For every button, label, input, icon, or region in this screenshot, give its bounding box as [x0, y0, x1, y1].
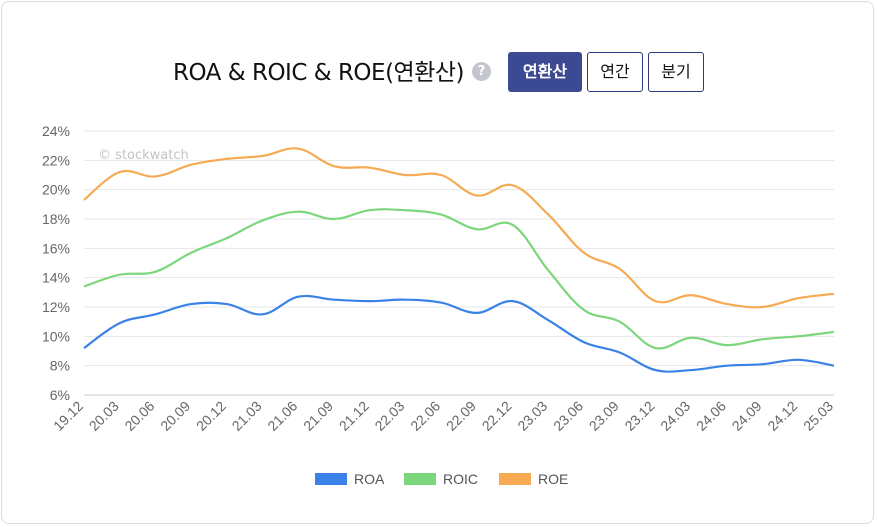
y-tick-label: 16%	[42, 240, 70, 256]
chart-header: ROA & ROIC & ROE(연환산) ? 연환산 연간 분기	[0, 52, 877, 94]
x-tick-label: 23.09	[586, 398, 622, 434]
period-button-annual[interactable]: 연간	[587, 52, 643, 92]
x-tick-label: 21.06	[264, 398, 300, 434]
period-button-annualized[interactable]: 연환산	[508, 52, 582, 92]
x-tick-label: 25.03	[800, 398, 836, 434]
legend-swatch-roa	[315, 473, 347, 485]
x-tick-label: 20.09	[157, 398, 193, 434]
x-tick-label: 23.03	[514, 398, 550, 434]
x-tick-label: 20.06	[121, 398, 157, 434]
series-line-roe	[83, 147, 835, 309]
legend-label-roa: ROA	[354, 471, 385, 487]
x-tick-label: 24.09	[729, 398, 765, 434]
watermark: © stockwatch	[98, 148, 189, 163]
series-line-roa	[83, 294, 835, 373]
x-tick-label: 20.12	[193, 398, 229, 434]
y-tick-label: 22%	[42, 152, 70, 168]
x-tick-label: 22.03	[371, 398, 407, 434]
y-tick-label: 20%	[42, 182, 70, 198]
series-line-roic	[83, 208, 835, 350]
y-tick-label: 18%	[42, 211, 70, 227]
legend-label-roic: ROIC	[443, 471, 478, 487]
y-tick-label: 14%	[42, 270, 70, 286]
legend-label-roe: ROE	[538, 471, 568, 487]
x-tick-label: 20.03	[86, 398, 122, 434]
x-tick-label: 23.12	[621, 398, 657, 434]
x-tick-label: 21.09	[300, 398, 336, 434]
legend-swatch-roic	[404, 473, 436, 485]
y-tick-label: 12%	[42, 299, 70, 315]
x-tick-label: 21.03	[229, 398, 265, 434]
x-tick-label: 22.12	[479, 398, 515, 434]
legend-swatch-roe	[499, 473, 531, 485]
x-tick-label: 24.12	[764, 398, 800, 434]
x-tick-label: 24.06	[693, 398, 729, 434]
period-button-quarterly[interactable]: 분기	[648, 52, 704, 92]
x-tick-label: 22.09	[443, 398, 479, 434]
y-tick-label: 6%	[50, 387, 70, 403]
y-tick-label: 8%	[50, 358, 70, 374]
y-tick-label: 10%	[42, 328, 70, 344]
x-tick-label: 19.12	[50, 398, 86, 434]
y-tick-label: 24%	[42, 123, 70, 139]
x-tick-label: 22.06	[407, 398, 443, 434]
x-tick-label: 21.12	[336, 398, 372, 434]
x-tick-label: 24.03	[657, 398, 693, 434]
chart-title: ROA & ROIC & ROE(연환산)	[173, 60, 465, 86]
help-icon[interactable]: ?	[472, 62, 491, 81]
x-tick-label: 23.06	[550, 398, 586, 434]
